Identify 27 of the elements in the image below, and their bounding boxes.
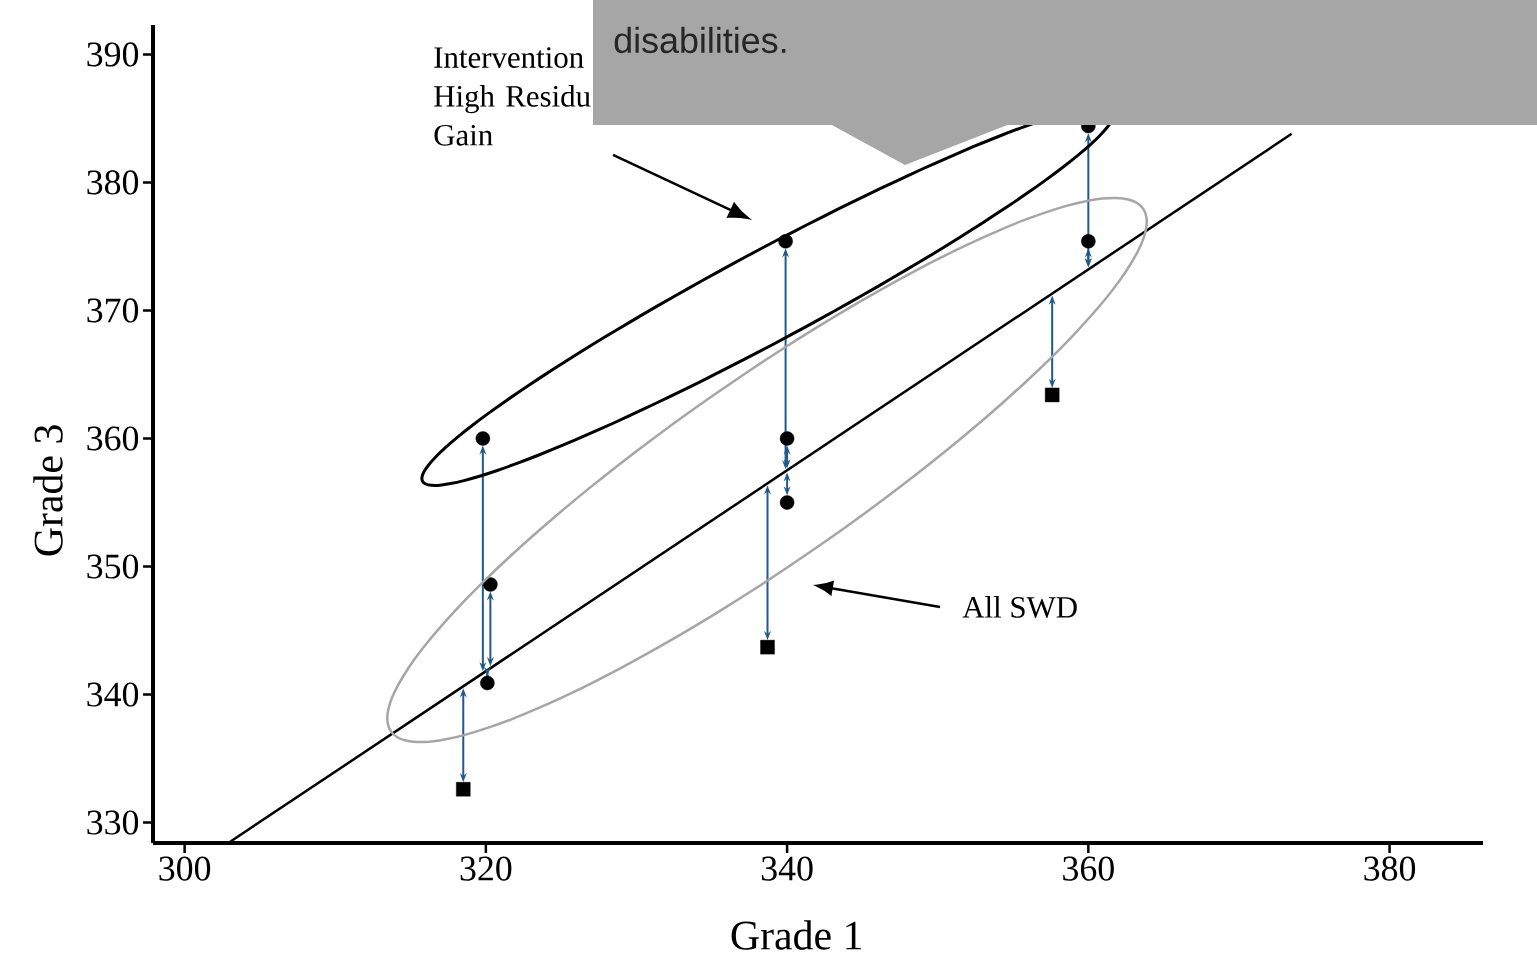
y-tick-label: 340 (87, 682, 139, 707)
x-tick-label: 320 (460, 856, 512, 881)
point (760, 639, 775, 655)
annotation: All SWD (962, 596, 1077, 618)
point (1044, 387, 1060, 403)
x-tick-label: 300 (159, 856, 211, 881)
x-tick-label: 380 (1364, 856, 1416, 881)
point (778, 234, 793, 249)
y-axis-title: Grade 3 (33, 425, 63, 556)
y-tick-label: 360 (87, 426, 139, 451)
y-tick-label: 350 (87, 554, 139, 579)
point (779, 495, 795, 510)
y-tick-label: 380 (87, 170, 139, 195)
point (1081, 234, 1096, 249)
annotation: Intervention High Residu Gain (434, 47, 591, 146)
point (779, 431, 795, 446)
point (483, 577, 498, 592)
point (475, 431, 491, 446)
x-axis-title: Grade 1 (731, 920, 861, 950)
x-tick-label: 340 (761, 856, 813, 881)
point (456, 782, 471, 797)
annotation: disabilities. (614, 26, 786, 54)
x-tick-label: 360 (1063, 856, 1114, 881)
y-tick-label: 370 (87, 298, 139, 323)
point (480, 675, 495, 691)
y-tick-label: 330 (87, 810, 139, 835)
y-tick-label: 390 (87, 42, 139, 67)
